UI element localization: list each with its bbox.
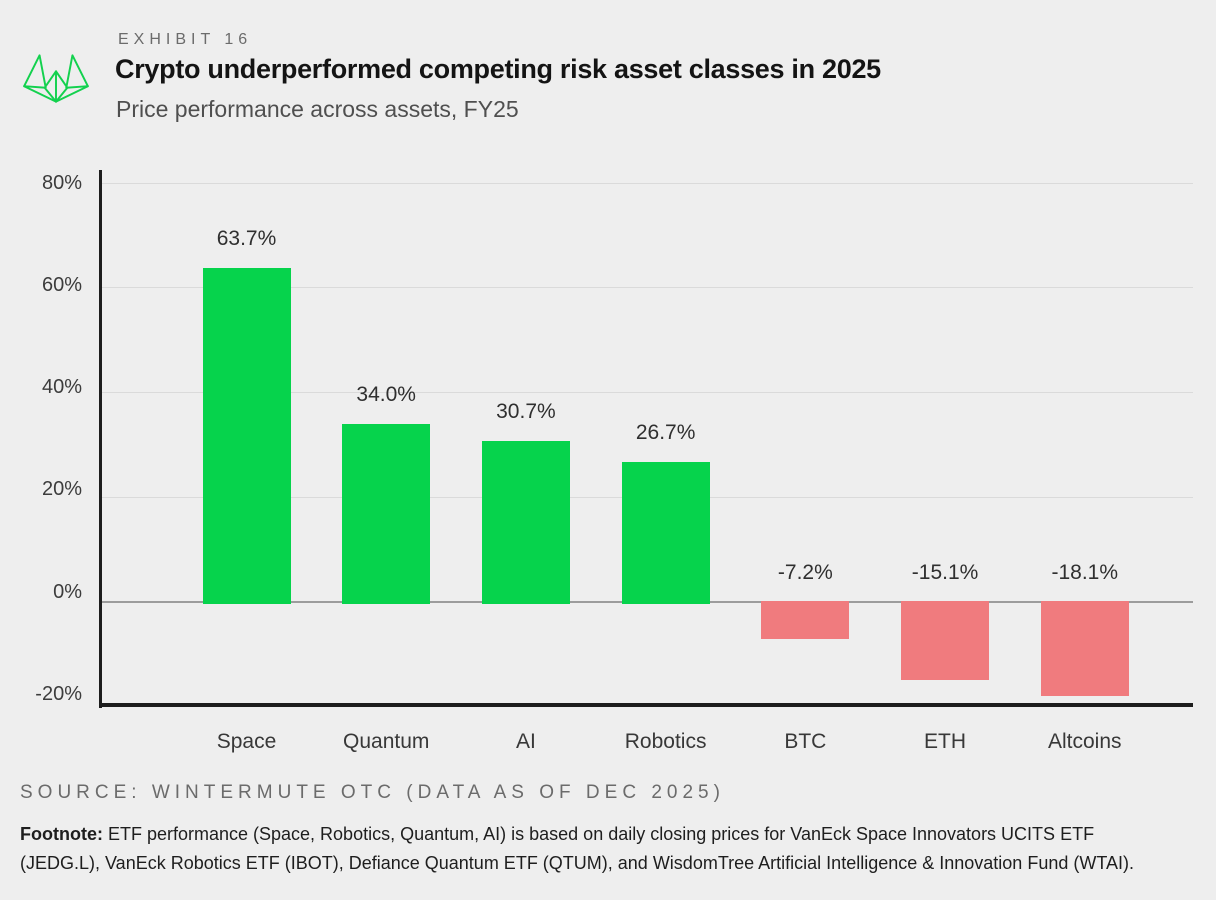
x-tick-label-BTC: BTC [784,730,827,753]
y-tick-label-20%: 20% [41,478,82,501]
gridline-60 [100,287,1193,289]
y-tick-label-0%: 0% [53,580,82,603]
bar-ETH [901,601,990,681]
bar-Quantum [342,423,431,604]
x-tick-label-AI: AI [515,730,536,753]
gridline-40 [100,392,1193,393]
y-tick-label-40%: 40% [41,376,82,399]
bar-BTC [761,601,850,639]
y-axis-line [99,170,102,708]
value-label-Altcoins: -18.1% [1051,561,1119,584]
footnote-text: ETF performance (Space, Robotics, Quantu… [20,824,1134,873]
source-line: SOURCE: WINTERMUTE OTC (DATA AS OF DEC 2… [20,782,725,803]
value-label-AI: 30.7% [496,400,556,424]
bar-Altcoins [1040,601,1129,696]
x-tick-label-ETH: ETH [924,730,967,753]
page-subtitle: Price performance across assets, FY25 [116,96,519,122]
x-axis-line [99,703,1193,708]
value-label-ETH: -15.1% [911,561,979,584]
exhibit-label: EXHIBIT 16 [118,31,253,48]
gridline-80 [100,182,1193,184]
y-tick-label-80%: 80% [41,172,82,194]
x-tick-label-Altcoins: Altcoins [1047,730,1122,753]
footnote: Footnote: ETF performance (Space, Roboti… [20,820,1170,877]
value-label-Quantum: 34.0% [356,382,416,406]
page-title: Crypto underperformed competing risk ass… [115,54,881,84]
bar-Robotics [621,462,710,604]
y-tick-label-60%: 60% [41,274,82,297]
bar-AI [481,441,570,604]
value-label-BTC: -7.2% [777,561,833,584]
footnote-label: Footnote: [20,824,103,844]
y-tick-label--20%: -20% [35,682,82,705]
wintermute-logo-icon [23,54,89,103]
bar-Space [202,268,291,604]
x-tick-label-Quantum: Quantum [343,730,430,753]
value-label-Space: 63.7% [216,227,277,251]
x-tick-label-Robotics: Robotics [624,730,707,753]
x-tick-label-Space: Space [216,730,277,753]
value-label-Robotics: 26.7% [635,421,696,445]
